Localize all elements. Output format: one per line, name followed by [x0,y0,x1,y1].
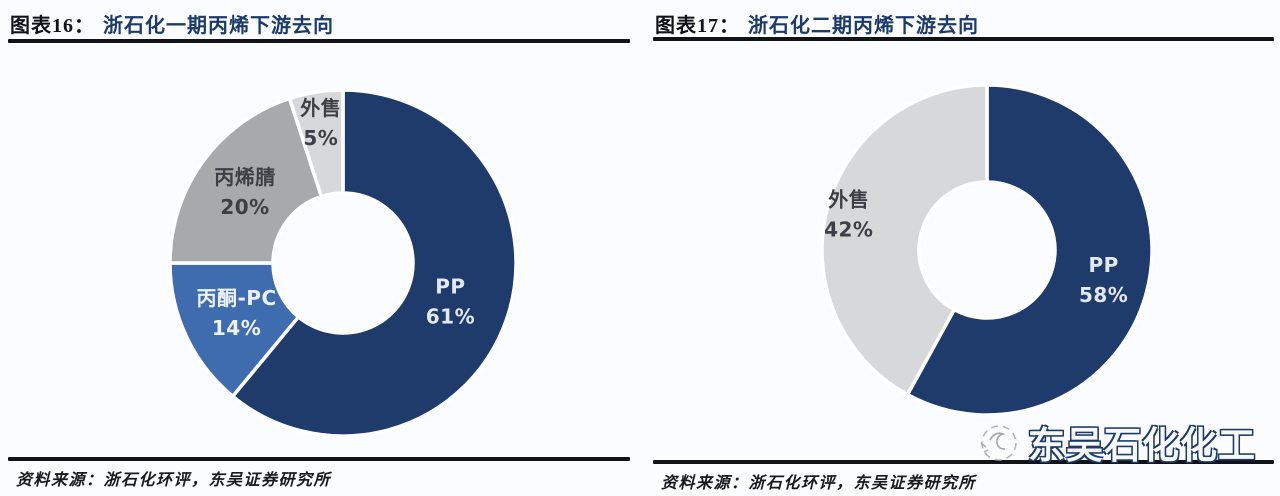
figure-title: 浙石化二期丙烯下游去向 [748,15,979,37]
figure-source: 资料来源：浙石化环评，东吴证券研究所 [661,469,976,493]
source-prefix: 资料来源： [16,472,104,489]
source-text: 浙石化环评，东吴证券研究所 [748,475,977,492]
figure-header: 图表16： 浙石化一期丙烯下游去向 [10,9,334,38]
figure-source: 资料来源：浙石化环评，东吴证券研究所 [16,466,331,490]
watermark: 东吴石化化工 [972,413,1280,471]
pie-slice-label-丙酮-PC: 丙酮-PC 14% [196,286,276,340]
pie-slice-label-外售: 外售 5% [300,96,341,150]
pie-slice-丙烯腈 [168,96,324,265]
source-prefix: 资料来源： [661,475,749,492]
pie-slice-PP [230,88,518,438]
dongwu-swan-logo-icon [980,425,1017,461]
figure-number: 图表17： [655,15,740,37]
pie-slice-外售 [820,83,989,397]
pie-slice-PP [905,83,1154,417]
title-rule [8,39,630,43]
pie-slice-label-丙烯腈: 丙烯腈 20% [214,165,276,219]
figure-header: 图表17： 浙石化二期丙烯下游去向 [655,9,979,38]
pie-slice-丙酮-PC [168,261,301,399]
figure-title: 浙石化一期丙烯下游去向 [103,15,334,37]
source-text: 浙石化环评，东吴证券研究所 [103,472,332,489]
donut-chart-phase1: PP 61% 丙酮-PC 14% 丙烯腈 20% 外售 5% [168,88,518,438]
pie-slice-label-外售: 外售 42% [824,188,873,242]
pie-slice-外售 [287,88,345,199]
figure-number: 图表16： [10,15,95,37]
watermark-text: 东吴石化化工 [1028,425,1256,466]
source-rule [8,457,630,461]
donut-chart-phase2: PP 58% 外售 42% [820,83,1154,417]
pie-slice-label-PP: PP 61% [426,275,475,329]
title-rule [653,37,1274,41]
source-rule [653,460,1274,464]
pie-slice-label-PP: PP 58% [1079,253,1128,307]
